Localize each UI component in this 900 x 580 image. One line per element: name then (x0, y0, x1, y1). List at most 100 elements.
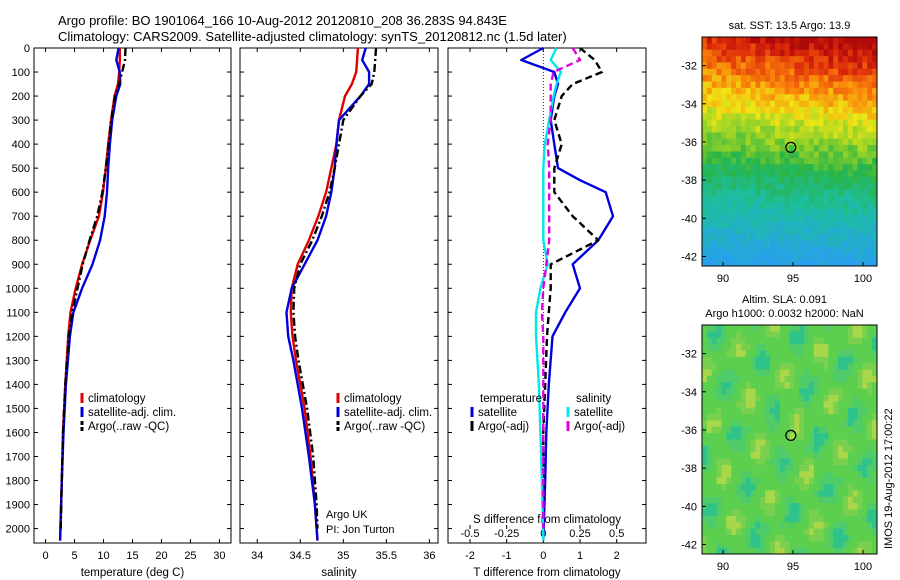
sst_map-cell (706, 234, 713, 241)
sst_map-cell (818, 132, 824, 140)
sla_map-cell (760, 528, 766, 536)
sst_map-cell (862, 106, 868, 114)
sst_map-cell (731, 81, 737, 89)
sla_map-cell (838, 477, 844, 485)
sst_map-cell (852, 43, 858, 51)
sst_map-cell (706, 164, 713, 171)
sst_map-cell (847, 119, 854, 127)
sla_map-cell (842, 375, 849, 383)
sst_map-cell (770, 208, 776, 216)
sst_map-cell (852, 49, 858, 57)
sla_map-cell (740, 356, 747, 364)
sla_map-cell (808, 420, 815, 428)
sst_map-cell (774, 138, 781, 146)
sst_map-cell (779, 215, 786, 222)
sla_map-cell (774, 522, 781, 529)
sst_map-cell (799, 234, 805, 241)
sst_map-cell (813, 259, 820, 267)
sst_map-cell (731, 113, 737, 121)
sla_map-cell (818, 414, 824, 421)
sla_map-cell (862, 528, 868, 536)
sla_map-cell (808, 439, 815, 447)
sla_map-cell (872, 420, 878, 428)
sla_map-cell (774, 382, 781, 390)
sla_map-cell (852, 471, 858, 479)
sst_map-cell (823, 138, 829, 146)
sla_map-cell (794, 509, 800, 517)
sla_map-cell (760, 369, 766, 377)
sla_map-cell (804, 490, 810, 498)
sla_map-cell (857, 414, 863, 421)
sla_map-cell (818, 394, 824, 402)
sla_map-cell (774, 503, 781, 510)
sst_map-cell (702, 94, 708, 102)
sla_map-cell (745, 490, 752, 498)
sst_map-cell (794, 164, 800, 171)
sst_map-cell (842, 113, 849, 121)
sla_map-cell (847, 503, 854, 510)
sla_map-cell (726, 522, 732, 529)
sla_map-cell (823, 382, 829, 390)
sst_map-cell (745, 189, 752, 197)
sst_map-cell (765, 176, 771, 184)
sst_map-cell (765, 151, 771, 159)
sla_map-cell (842, 382, 849, 390)
sst_map-cell (818, 138, 824, 146)
sst_map-cell (770, 259, 776, 267)
sst_map-cell (862, 100, 868, 108)
sst_map-cell (740, 151, 747, 159)
sla_map-cell (736, 426, 742, 434)
sla_map-cell (740, 515, 747, 523)
sla_map-cell (794, 350, 800, 358)
sst_map-cell (711, 43, 717, 51)
sla_map-cell (702, 528, 708, 536)
sla_map-cell (799, 439, 805, 447)
sla_map-cell (726, 382, 732, 390)
sla_map-cell (736, 388, 742, 396)
sst_map-cell (833, 100, 839, 108)
sst_map-cell (833, 151, 839, 159)
sla_map-cell (716, 496, 722, 504)
sst_map-cell (736, 49, 742, 57)
sst_map-ytick-label: -42 (681, 251, 697, 263)
sst_map-cell (745, 157, 752, 165)
salinity-series-argo (292, 47, 378, 529)
sla_map-cell (726, 515, 732, 523)
sla_map-cell (750, 490, 756, 498)
sla_map-cell (828, 547, 834, 555)
sla_map-cell (779, 484, 786, 491)
sla_map-cell (784, 388, 790, 396)
sst_map-cell (852, 196, 858, 203)
sst_map-cell (857, 259, 863, 267)
sla_map-cell (731, 452, 737, 459)
sla_map-cell (706, 534, 713, 542)
sst_map-cell (813, 170, 820, 178)
sla_map-cell (808, 490, 815, 498)
sst_map-cell (823, 94, 829, 102)
sst_map-cell (770, 246, 776, 254)
sst_map-cell (731, 215, 737, 222)
sla_map-cell (779, 375, 786, 383)
sst_map-cell (872, 106, 878, 114)
sst_map-cell (823, 246, 829, 254)
sst_map-cell (857, 100, 863, 108)
sla_map-cell (833, 484, 839, 491)
sst_map-cell (789, 240, 795, 248)
sst_map-cell (799, 246, 805, 254)
sla_map-cell (818, 471, 824, 479)
sst_map-cell (716, 227, 722, 235)
depth-tick-label: 900 (12, 259, 30, 271)
sla_map-cell (779, 388, 786, 396)
sst_map-cell (745, 164, 752, 171)
sla_map-cell (833, 414, 839, 421)
sst_map-cell (750, 253, 756, 261)
sla_map-cell (867, 325, 873, 332)
sla_map-cell (770, 471, 776, 479)
sst_map-cell (808, 196, 815, 203)
sla_map-cell (736, 458, 742, 466)
sst_map-cell (721, 189, 727, 197)
sla_map-cell (823, 464, 829, 472)
sla_map-cell (799, 382, 805, 390)
sst_map-cell (745, 81, 752, 89)
